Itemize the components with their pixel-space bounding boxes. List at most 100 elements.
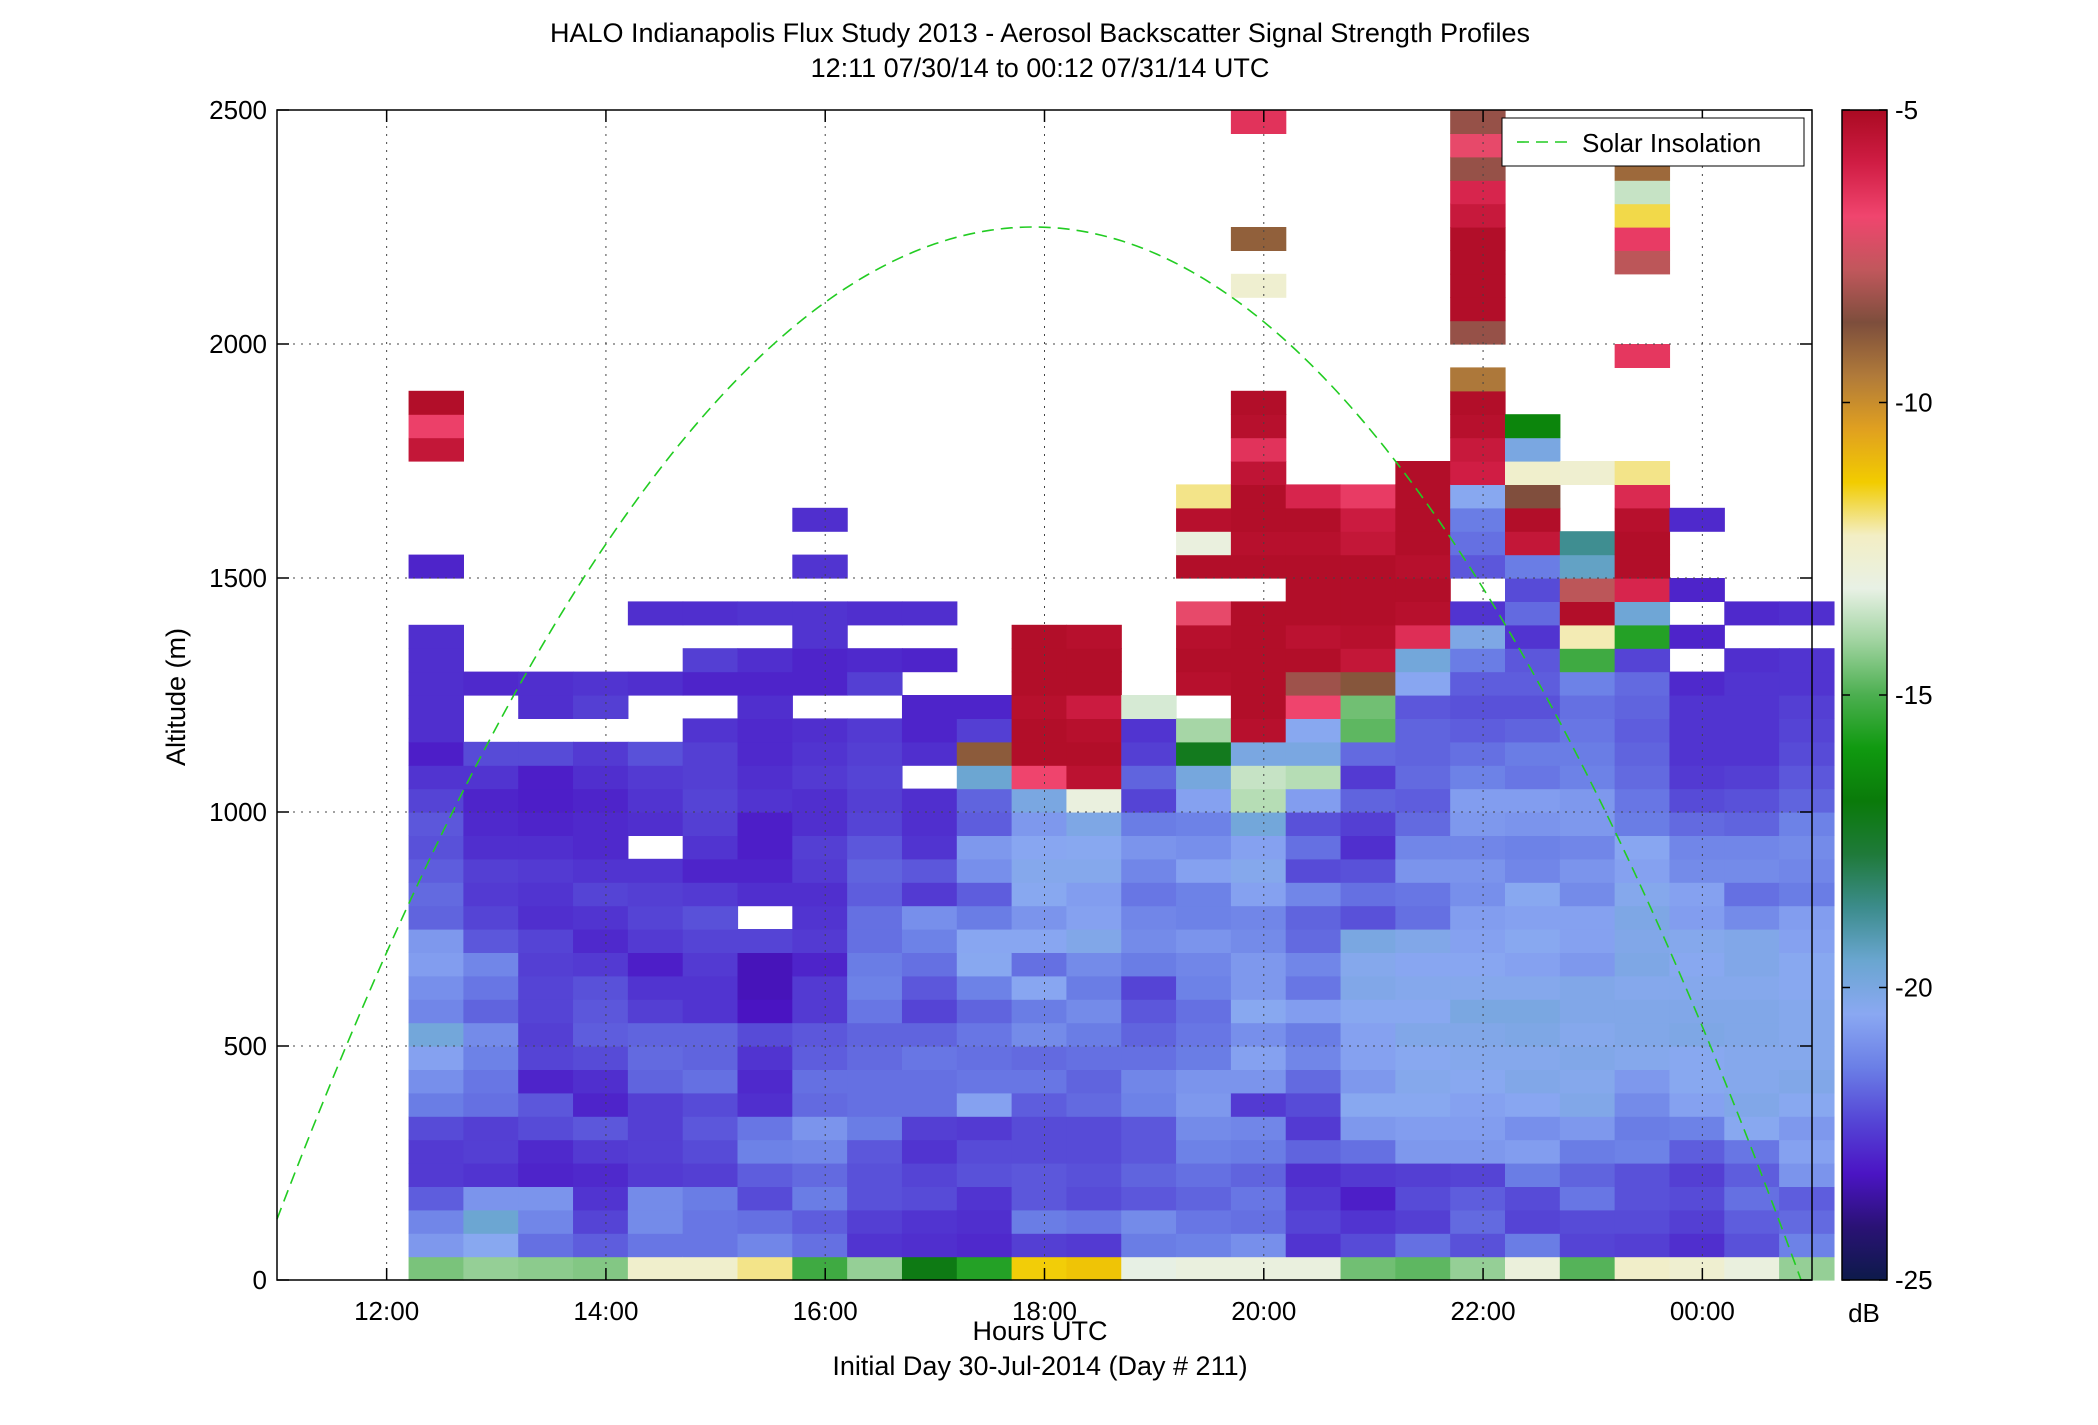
heatmap-cell [1395,788,1451,813]
heatmap-cell [847,671,903,696]
heatmap-cell [737,1256,793,1281]
heatmap-cell [1011,1069,1068,1094]
heatmap-cell [1395,929,1451,953]
heatmap-cell [1066,671,1122,696]
heatmap-cell [1614,554,1671,579]
chart-title: HALO Indianapolis Flux Study 2013 - Aero… [550,18,1530,48]
heatmap-cell [463,812,519,836]
heatmap-cell [1340,812,1396,836]
heatmap-cell [1011,624,1068,649]
heatmap-cell [1066,1069,1122,1094]
heatmap-cell [847,1069,903,1094]
heatmap-cell [627,1092,684,1117]
heatmap-cell [901,905,958,930]
heatmap-cell [1395,531,1451,556]
heatmap-cell [1066,1092,1122,1117]
heatmap-cell [682,1139,739,1164]
heatmap-cell [1230,110,1287,134]
x-tick-label: 18:00 [1012,1296,1077,1326]
heatmap-cell [1395,695,1451,719]
heatmap-cell [1505,414,1561,439]
heatmap-cell [1285,531,1342,556]
heatmap-cell [1559,461,1616,485]
heatmap-cell [682,1256,739,1281]
heatmap-cell [573,999,629,1024]
heatmap-cell [901,929,958,953]
heatmap-cell [627,1139,684,1164]
heatmap-cell [1614,905,1671,930]
heatmap-cell [1669,905,1725,930]
heatmap-cell [1614,648,1671,673]
heatmap-cell [1669,507,1725,532]
heatmap-cell [1669,835,1725,860]
heatmap-cell [1340,741,1396,766]
legend-box [1501,117,1805,167]
heatmap-cell [1121,1256,1177,1281]
heatmap-cell [1724,788,1780,813]
heatmap-cell [1395,999,1451,1024]
heatmap-cell [1669,671,1725,696]
heatmap-cell [956,999,1013,1024]
heatmap-cell [847,882,903,907]
heatmap-cell [1669,1209,1725,1234]
heatmap-cell [901,648,958,673]
heatmap-cell [1559,975,1616,1000]
heatmap-cell [1230,414,1287,439]
heatmap-cell [1121,812,1177,836]
heatmap-cell [1176,905,1232,930]
heatmap-cell [627,1046,684,1070]
heatmap-cell [1285,788,1342,813]
heatmap-cell [1285,835,1342,860]
heatmap-cell [1614,1256,1671,1281]
heatmap-cell [518,671,574,696]
heatmap-cell [1340,1233,1396,1258]
heatmap-cell [518,741,574,766]
heatmap-cell [1450,975,1506,1000]
heatmap-cell [1724,835,1780,860]
heatmap-cell [901,882,958,907]
heatmap-cell [408,671,464,696]
heatmap-cell [1614,484,1671,509]
heatmap-cell [1066,905,1122,930]
heatmap-cell [792,999,848,1024]
heatmap-cell [682,999,739,1024]
heatmap-cell [1724,671,1780,696]
heatmap-cell [1669,1233,1725,1258]
heatmap-cell [518,975,574,1000]
heatmap-cell [847,1092,903,1117]
heatmap-cell [1285,1092,1342,1117]
heatmap-cell [1230,1116,1287,1141]
heatmap-cell [1066,1139,1122,1164]
heatmap-cell [956,695,1013,719]
heatmap-cell [1505,765,1561,790]
heatmap-cell [682,788,739,813]
heatmap-cell [1669,624,1725,649]
heatmap-cell [1066,882,1122,907]
heatmap-cell [1230,1092,1287,1117]
heatmap-cell [1505,1256,1561,1281]
heatmap-cell [1450,1139,1506,1164]
heatmap-cell [1450,695,1506,719]
heatmap-cell [463,858,519,883]
heatmap-cell [956,741,1013,766]
heatmap-cell [1450,624,1506,649]
heatmap-cell [1505,484,1561,509]
x-tick-label: 12:00 [354,1296,419,1326]
heatmap-cell [1285,1116,1342,1141]
heatmap-cell [627,788,684,813]
heatmap-cell [1559,1022,1616,1047]
heatmap-cell [1340,999,1396,1024]
heatmap-cell [737,1046,793,1070]
heatmap-cell [1669,1116,1725,1141]
heatmap-cell [1450,1256,1506,1281]
heatmap-cell [1395,507,1451,532]
heatmap-cell [408,648,464,673]
heatmap-cell [1559,1186,1616,1211]
heatmap-cell [1559,741,1616,766]
heatmap-cell [737,812,793,836]
heatmap-cell [463,975,519,1000]
heatmap-cell [792,858,848,883]
heatmap-cell [1121,765,1177,790]
heatmap-cell [1669,578,1725,602]
